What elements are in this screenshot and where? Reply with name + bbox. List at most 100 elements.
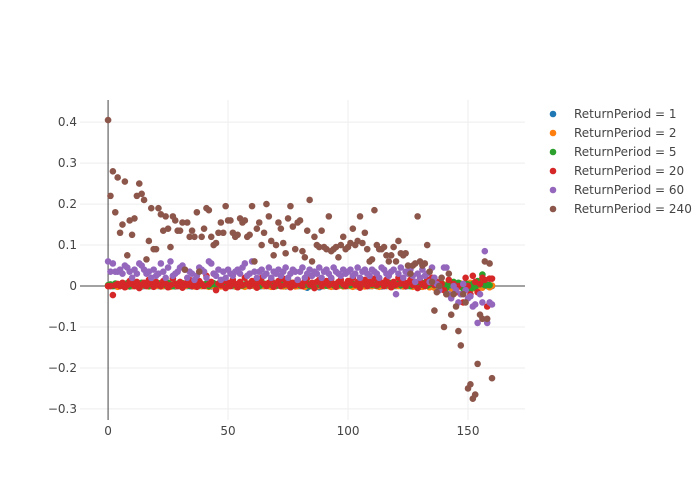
data-point bbox=[164, 225, 172, 232]
legend-label: ReturnPeriod = 20 bbox=[574, 164, 684, 178]
y-tick-label: 0.2 bbox=[58, 197, 77, 211]
data-point bbox=[457, 342, 465, 349]
data-point bbox=[306, 196, 313, 204]
data-point bbox=[332, 283, 340, 291]
data-point bbox=[301, 254, 309, 261]
data-point bbox=[207, 233, 215, 241]
data-point bbox=[159, 268, 167, 275]
data-point bbox=[191, 233, 198, 241]
data-point bbox=[383, 251, 390, 259]
legend-item[interactable]: ReturnPeriod = 5 bbox=[549, 145, 677, 159]
data-point bbox=[212, 286, 220, 294]
data-point bbox=[308, 258, 316, 265]
data-point bbox=[107, 268, 114, 275]
data-point bbox=[222, 274, 229, 282]
data-point bbox=[267, 237, 275, 245]
data-point bbox=[380, 243, 388, 251]
data-point bbox=[167, 243, 174, 251]
data-point bbox=[363, 245, 371, 253]
data-point bbox=[119, 221, 126, 228]
data-point bbox=[162, 213, 169, 220]
legend-item[interactable]: ReturnPeriod = 60 bbox=[549, 183, 685, 197]
data-point bbox=[222, 202, 229, 210]
y-tick-label: 0.1 bbox=[58, 238, 77, 252]
data-point bbox=[128, 274, 136, 282]
data-point bbox=[407, 270, 414, 278]
data-point bbox=[483, 315, 491, 323]
data-point bbox=[131, 215, 138, 222]
data-point bbox=[114, 174, 121, 181]
data-point bbox=[361, 229, 369, 237]
data-point bbox=[109, 291, 117, 299]
data-point bbox=[399, 274, 407, 282]
data-point bbox=[128, 231, 136, 239]
data-point bbox=[445, 270, 453, 278]
data-point bbox=[450, 290, 457, 298]
data-point bbox=[402, 249, 409, 257]
data-point bbox=[270, 251, 277, 259]
data-point bbox=[414, 284, 421, 292]
series-group bbox=[104, 116, 496, 402]
data-point bbox=[186, 233, 193, 241]
data-point bbox=[150, 266, 157, 273]
y-tick-label: −0.1 bbox=[48, 320, 77, 334]
legend-item[interactable]: ReturnPeriod = 2 bbox=[549, 126, 677, 140]
legend-item[interactable]: ReturnPeriod = 20 bbox=[549, 164, 685, 178]
data-point bbox=[431, 307, 438, 314]
data-point bbox=[325, 213, 333, 220]
data-point bbox=[469, 272, 477, 280]
data-point bbox=[467, 381, 474, 388]
data-point bbox=[356, 274, 364, 282]
data-point bbox=[152, 245, 160, 253]
y-tick-label: −0.2 bbox=[48, 361, 77, 375]
data-point bbox=[179, 219, 186, 226]
data-point bbox=[215, 229, 222, 237]
data-point bbox=[404, 262, 412, 269]
legend-marker bbox=[549, 129, 557, 137]
data-point bbox=[294, 276, 301, 284]
data-point bbox=[203, 274, 210, 282]
data-point bbox=[253, 274, 261, 282]
data-point bbox=[351, 270, 359, 278]
data-point bbox=[171, 217, 179, 224]
data-point bbox=[282, 249, 289, 257]
data-point bbox=[385, 258, 393, 265]
data-point bbox=[488, 374, 496, 382]
data-point bbox=[205, 206, 213, 214]
data-point bbox=[366, 272, 373, 280]
legend-item[interactable]: ReturnPeriod = 240 bbox=[549, 202, 692, 216]
data-point bbox=[135, 180, 143, 187]
data-point bbox=[443, 290, 450, 298]
data-point bbox=[375, 274, 383, 282]
legend-label: ReturnPeriod = 240 bbox=[574, 202, 692, 216]
data-point bbox=[133, 278, 141, 286]
data-point bbox=[219, 229, 227, 237]
data-point bbox=[248, 202, 256, 210]
data-point bbox=[342, 282, 349, 290]
data-point bbox=[188, 227, 196, 235]
data-point bbox=[426, 268, 433, 275]
data-point bbox=[392, 290, 400, 298]
data-point bbox=[368, 256, 376, 263]
x-tick-label: 0 bbox=[104, 424, 112, 438]
data-point bbox=[390, 266, 397, 273]
data-point bbox=[207, 278, 215, 286]
data-point bbox=[479, 299, 486, 306]
y-axis-ticks: −0.3 −0.2 −0.1 0 0.1 0.2 0.3 0.4 bbox=[48, 115, 77, 416]
data-point bbox=[207, 260, 215, 267]
x-tick-label: 50 bbox=[220, 424, 235, 438]
data-points bbox=[104, 116, 496, 402]
data-point bbox=[200, 225, 208, 232]
data-point bbox=[438, 274, 445, 282]
x-axis-ticks: 0 50 100 150 bbox=[104, 424, 479, 438]
data-point bbox=[313, 270, 321, 278]
grid-lines bbox=[80, 100, 525, 420]
data-point bbox=[488, 301, 496, 308]
legend-item[interactable]: ReturnPeriod = 1 bbox=[549, 107, 677, 121]
data-point bbox=[258, 241, 265, 249]
legend[interactable]: ReturnPeriod = 1 ReturnPeriod = 2 ReturnPe… bbox=[549, 107, 692, 216]
data-point bbox=[119, 270, 126, 278]
x-tick-label: 100 bbox=[337, 424, 360, 438]
data-point bbox=[164, 264, 172, 271]
data-point bbox=[289, 223, 297, 230]
